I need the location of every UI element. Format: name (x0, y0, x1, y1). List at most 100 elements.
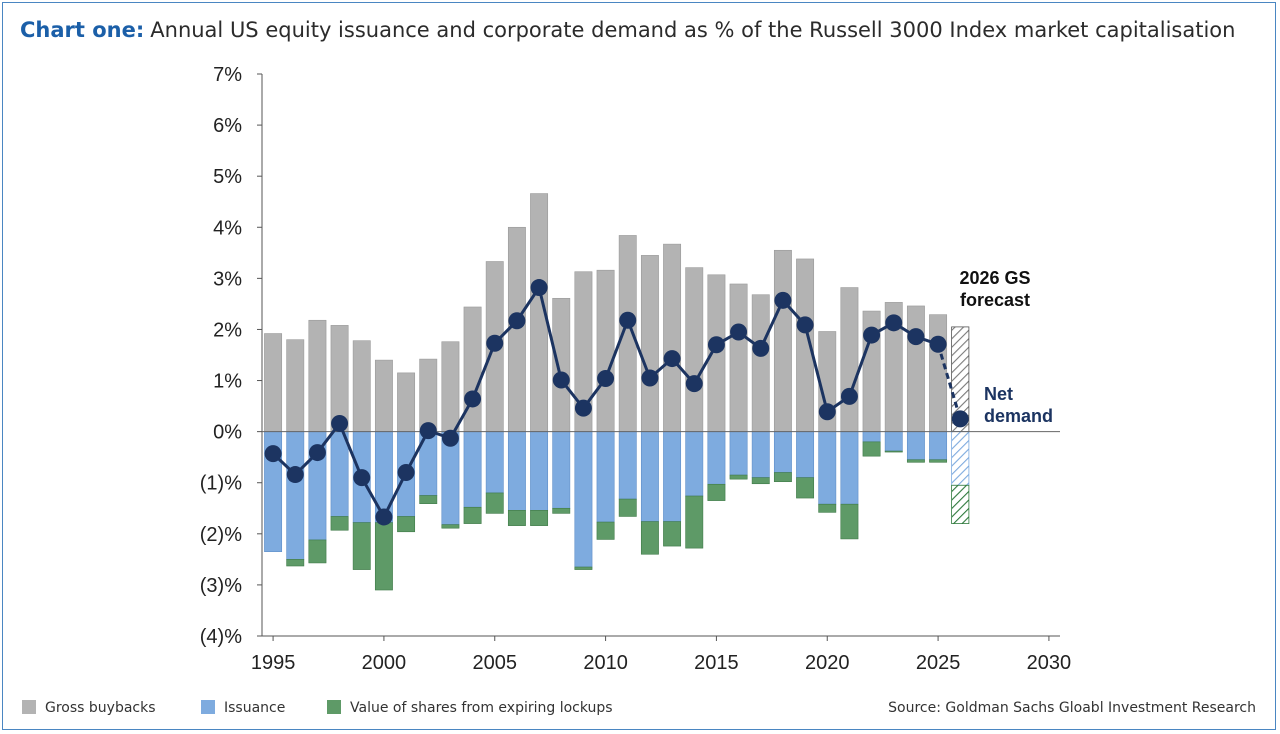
y-tick-label: 7% (213, 64, 242, 86)
bar-issuance (663, 431, 682, 522)
legend-item-buybacks: Gross buybacks (22, 700, 156, 716)
bar-buybacks (729, 283, 748, 432)
x-tick-label: 2020 (805, 652, 850, 674)
net-demand-point (441, 429, 459, 447)
bar-issuance (463, 431, 482, 508)
bar-issuance (530, 431, 549, 511)
legend-swatch-buybacks (22, 700, 36, 714)
net-demand-point (375, 508, 393, 526)
bar-issuance (884, 431, 903, 452)
bar-buybacks (352, 340, 371, 432)
bar-lockups (441, 524, 460, 529)
bar-lockups (618, 498, 637, 517)
net-demand-point (486, 334, 504, 352)
net-demand-point (574, 399, 592, 417)
net-demand-point (685, 375, 703, 393)
bar-lockups (884, 450, 903, 453)
net-demand-annotation-line1: Net (984, 384, 1013, 404)
bar-buybacks (906, 305, 925, 432)
bar-lockups (862, 441, 881, 457)
bar-lockups (818, 503, 837, 513)
net-demand-point (464, 390, 482, 408)
x-tick-label: 1995 (251, 652, 296, 674)
bar-lockups (397, 516, 416, 533)
net-demand-point (663, 350, 681, 368)
bar-issuance (618, 431, 637, 500)
bar-issuance (929, 431, 948, 461)
bar-buybacks (264, 333, 283, 432)
y-tick-label: 3% (213, 268, 242, 290)
bar-issuance (552, 431, 571, 509)
net-demand-point (863, 326, 881, 344)
y-tick-label: (3)% (200, 575, 242, 597)
legend-label-lockups: Value of shares from expiring lockups (350, 700, 613, 716)
bar-lockups (596, 521, 615, 540)
net-demand-point (752, 339, 770, 357)
bar-buybacks (685, 267, 704, 432)
net-demand-point (641, 369, 659, 387)
bar-lockups (773, 472, 792, 483)
bar-buybacks (751, 294, 770, 432)
net-demand-point (419, 422, 437, 440)
net-demand-point (597, 370, 615, 388)
bar-lockups (929, 459, 948, 463)
net-demand-point (818, 403, 836, 421)
x-tick-label: 2015 (694, 652, 739, 674)
bar-buybacks (286, 339, 305, 432)
bar-issuance (330, 431, 349, 517)
bar-buybacks (419, 358, 438, 432)
net-demand-point (774, 291, 792, 309)
bar-lockups (374, 522, 393, 591)
bar-issuance (751, 431, 770, 478)
net-demand-point (308, 444, 326, 462)
bar-issuance (796, 431, 815, 478)
bar-buybacks (773, 249, 792, 432)
y-tick-label: 0% (213, 422, 242, 444)
net-demand-point (530, 279, 548, 297)
net-demand-point (619, 311, 637, 329)
x-tick-label: 2030 (1027, 652, 1072, 674)
net-demand-point (885, 314, 903, 332)
bar-lockups (352, 522, 371, 570)
bar-buybacks (397, 372, 416, 432)
legend-label-issuance: Issuance (224, 700, 286, 716)
title-lead: Chart one: (20, 18, 145, 42)
bar-buybacks (840, 287, 859, 432)
bar-issuance (707, 431, 726, 485)
bar-issuance (906, 431, 925, 461)
y-tick-label: 6% (213, 115, 242, 137)
net-demand-point (840, 387, 858, 405)
bar-issuance (507, 431, 526, 511)
net-demand-point (552, 371, 570, 389)
bar-issuance (862, 431, 881, 443)
y-tick-label: 4% (213, 217, 242, 239)
net-demand-point (707, 336, 725, 354)
bar-buybacks (640, 255, 659, 432)
y-tick-label: (4)% (200, 626, 242, 648)
bar-lockups (330, 516, 349, 531)
bar-issuance (286, 431, 305, 560)
legend-item-issuance: Issuance (201, 700, 285, 716)
net-demand-point (929, 335, 947, 353)
net-demand-point (353, 469, 371, 487)
title-text: Annual US equity issuance and corporate … (150, 18, 1236, 42)
net-demand-point (331, 414, 349, 432)
y-tick-label: 1% (213, 371, 242, 393)
bar-lockups (729, 474, 748, 480)
legend-swatch-lockups (327, 700, 341, 714)
bar-lockups (530, 510, 549, 526)
net-demand-point (264, 445, 282, 463)
net-demand-annotation-line2: demand (984, 406, 1053, 426)
net-demand-point (397, 464, 415, 482)
bar-lockups (751, 477, 770, 485)
x-tick-label: 2025 (916, 652, 961, 674)
net-demand-point (286, 466, 304, 484)
net-demand-point (796, 316, 814, 334)
bar-lockups (286, 559, 305, 567)
bar-lockups (685, 495, 704, 549)
bar-lockups (796, 477, 815, 499)
bar-issuance (818, 431, 837, 505)
bar-issuance (685, 431, 704, 497)
